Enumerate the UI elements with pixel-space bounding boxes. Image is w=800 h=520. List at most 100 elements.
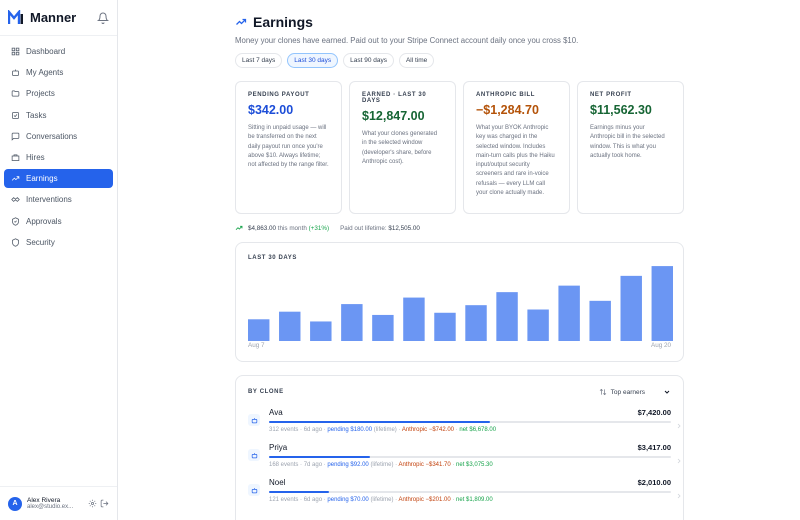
summary-card: Net profit $11,562.30 Earnings minus your …	[577, 81, 684, 214]
month-amount: $4,863.00	[248, 224, 277, 232]
sidebar-item-label: Interventions	[26, 195, 72, 205]
card-label: Pending payout	[248, 92, 310, 98]
sidebar-item-dashboard[interactable]: Dashboard	[4, 42, 113, 61]
clone-progress-track	[269, 456, 671, 458]
clone-net: net $3,075.30	[456, 462, 493, 468]
user-email: alex@studio.ex...	[27, 503, 74, 510]
chart-bar	[310, 321, 332, 341]
check-shield-icon	[12, 216, 19, 226]
logout-icon[interactable]	[100, 499, 109, 508]
clone-events: 312 events · 6d ago ·	[269, 427, 326, 433]
user-name: Alex Rivera	[27, 496, 61, 504]
sort-icon	[599, 388, 606, 396]
earnings-chart: Last 30 days Aug 7 Aug 20	[235, 242, 684, 362]
clone-amount: $7,420.00	[637, 408, 671, 417]
sidebar-nav: Dashboard My Agents Projects Tasks Conversat…	[0, 36, 117, 254]
handshake-icon	[11, 197, 20, 203]
sidebar-item-interventions[interactable]: Interventions	[4, 190, 113, 209]
sidebar-item-hires[interactable]: Hires	[4, 148, 113, 167]
robot-icon	[251, 417, 257, 423]
sort-label: Top earners	[610, 388, 645, 396]
clone-meta: 168 events · 7d ago · pending $92.00 (li…	[269, 462, 493, 468]
clone-row[interactable]: Noel $2,010.00 121 events · 6d ago · pendi…	[248, 478, 681, 503]
folder-icon	[11, 90, 20, 97]
sidebar-item-approvals[interactable]: Approvals	[4, 212, 113, 231]
chevron-right-icon	[677, 493, 681, 499]
sidebar-item-security[interactable]: Security	[4, 233, 113, 252]
sidebar-item-label: Conversations	[26, 131, 78, 141]
chart-bar	[558, 285, 580, 341]
card-label: Net profit	[590, 92, 632, 98]
page-subtitle: Money your clones have earned. Paid out …	[235, 36, 579, 45]
chevron-right-icon	[677, 423, 681, 429]
range-last-90-days[interactable]: Last 90 days	[343, 53, 394, 68]
chart-bar	[527, 309, 549, 341]
clone-pending-note: (lifetime)	[370, 497, 394, 503]
chevron-down-icon	[664, 390, 670, 394]
card-value: $342.00	[248, 103, 294, 117]
clone-row[interactable]: Priya $3,417.00 168 events · 7d ago · pend…	[248, 443, 681, 468]
clone-net: net $1,809.00	[456, 497, 493, 503]
range-last-7-days[interactable]: Last 7 days	[235, 53, 283, 68]
card-description: Sitting in unpaid usage — will be transf…	[248, 125, 329, 169]
app-name: Manner	[30, 10, 77, 25]
range-all-time[interactable]: All time	[398, 53, 435, 68]
range-last-30-days[interactable]: Last 30 days	[287, 53, 339, 68]
clone-pending-note: (lifetime)	[370, 462, 394, 468]
summary-card: Anthropic bill −$1,284.70 What your BYOK A…	[463, 81, 570, 214]
shield-icon	[12, 238, 19, 247]
chart-bar	[403, 297, 425, 341]
chart-bar	[341, 304, 363, 341]
clone-progress-fill	[269, 456, 370, 458]
sidebar-item-label: Security	[26, 237, 55, 247]
agents-icon	[12, 69, 19, 77]
sort-select[interactable]: Top earners	[599, 388, 671, 396]
main-area: Earnings Money your clones have earned. …	[118, 0, 800, 520]
card-label: Anthropic bill	[476, 92, 536, 98]
clone-pending: pending $70.00	[327, 497, 369, 503]
x-axis-start-label: Aug 7	[248, 342, 265, 349]
clone-anthropic: Anthropic −$201.00	[398, 497, 451, 503]
summary-cards: Pending payout $342.00 Sitting in unpaid u…	[235, 81, 684, 214]
bell-icon[interactable]	[97, 12, 109, 24]
lifetime-label: Paid out lifetime:	[340, 224, 387, 232]
clone-name: Priya	[269, 443, 288, 452]
clone-avatar	[248, 414, 260, 426]
sidebar-item-earnings[interactable]: Earnings	[4, 169, 113, 189]
chart-bar	[434, 312, 456, 341]
sidebar-item-projects[interactable]: Projects	[4, 84, 113, 103]
sidebar-item-my-agents[interactable]: My Agents	[4, 63, 113, 82]
hires-icon	[11, 154, 20, 161]
x-axis-end-label: Aug 20	[651, 342, 671, 349]
card-description: Earnings minus your Anthropic bill in th…	[590, 125, 665, 159]
robot-icon	[251, 452, 257, 458]
avatar[interactable]: A	[8, 496, 22, 511]
clone-pending-note: (lifetime)	[373, 427, 397, 433]
clone-progress-track	[269, 491, 671, 493]
sidebar-item-label: Approvals	[26, 216, 62, 226]
trend-up-icon	[235, 225, 243, 230]
sidebar-item-tasks[interactable]: Tasks	[4, 106, 113, 125]
summary-card: Earned · last 30 days $12,847.00 What your…	[349, 81, 456, 214]
chat-icon	[11, 132, 20, 141]
summary-card: Pending payout $342.00 Sitting in unpaid u…	[235, 81, 342, 214]
sidebar-item-label: Tasks	[26, 110, 47, 120]
settings-gear-icon[interactable]	[88, 499, 97, 508]
user-box: A Alex Rivera alex@studio.ex...	[0, 486, 117, 520]
clone-avatar	[248, 449, 260, 461]
sidebar-item-conversations[interactable]: Conversations	[4, 127, 113, 146]
chart-bar	[372, 314, 394, 341]
stats-line: $4,863.00 this month (+31%) Paid out lif…	[235, 224, 684, 232]
trend-icon	[11, 176, 20, 181]
page-title: Earnings	[253, 14, 313, 30]
bar-chart	[248, 266, 673, 341]
tasks-icon	[12, 111, 19, 119]
month-change: (+31%)	[308, 224, 330, 232]
clone-row[interactable]: Ava $7,420.00 312 events · 6d ago · pendin…	[248, 408, 681, 433]
chevron-right-icon	[677, 458, 681, 464]
sidebar-item-label: My Agents	[26, 68, 64, 78]
card-label: Earned · last 30 days	[362, 92, 427, 104]
sidebar-item-label: Projects	[26, 89, 55, 99]
chart-bar	[651, 266, 673, 341]
dashboard-icon	[11, 47, 20, 56]
